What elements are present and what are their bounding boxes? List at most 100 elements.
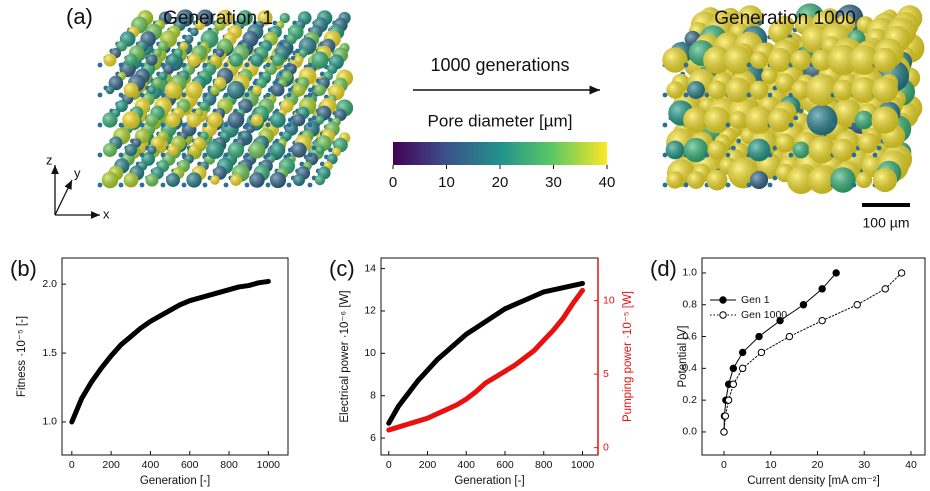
data-point <box>776 316 784 325</box>
colorbar-tick-label: 0 <box>389 174 397 191</box>
pore-shade <box>103 143 117 157</box>
arrow-label: 1000 generations <box>430 55 569 75</box>
pore-shade <box>184 34 194 44</box>
pore-shade <box>194 19 205 31</box>
pore-shade <box>747 138 771 162</box>
node <box>274 138 280 144</box>
node <box>97 182 103 188</box>
plot-frame <box>61 257 289 456</box>
pore-shade <box>199 101 210 111</box>
pore-shade <box>767 107 793 133</box>
pore-shade <box>210 175 220 185</box>
node <box>223 92 229 98</box>
pore-shade <box>281 70 293 82</box>
pore-shade <box>248 141 266 159</box>
data-point <box>881 285 889 293</box>
x-axis-label: Generation [-] <box>454 475 524 487</box>
pore-shade <box>227 81 245 99</box>
node <box>876 145 882 151</box>
pore-shade <box>749 170 769 190</box>
pore-shade <box>249 172 265 188</box>
y-tick-label: 2.0 <box>42 278 57 290</box>
node <box>662 152 668 158</box>
pore-shade <box>147 85 157 95</box>
data-point <box>799 301 808 309</box>
node <box>311 145 317 151</box>
x-tick-label: 200 <box>419 459 437 471</box>
pore-shade <box>729 111 747 129</box>
pore-lattices <box>97 3 925 195</box>
pore-shade <box>707 140 727 160</box>
pore-shade <box>157 40 169 52</box>
node <box>202 182 208 188</box>
pore-shade <box>827 44 859 76</box>
x-tick-label: 1000 <box>257 459 281 471</box>
pore-shade <box>808 166 836 194</box>
node <box>272 20 278 26</box>
node <box>181 62 187 68</box>
y-tick-label: 1.0 <box>682 267 697 279</box>
pore-shade <box>775 73 795 93</box>
plot-frame <box>701 257 926 456</box>
pore-shade <box>145 113 159 127</box>
node <box>265 62 271 68</box>
node <box>202 62 208 68</box>
x-axis-label: Current density [mA cm⁻²] <box>747 475 880 487</box>
node <box>97 62 103 68</box>
node <box>683 62 689 68</box>
pore-shade <box>164 81 182 99</box>
node <box>830 122 836 128</box>
pore-shade <box>292 113 306 127</box>
pore-shade <box>683 107 709 133</box>
node <box>767 92 773 98</box>
node <box>139 152 145 158</box>
pore-shade <box>749 80 769 100</box>
x-tick-label: 400 <box>142 459 160 471</box>
pore-shade <box>230 174 242 186</box>
pore-shade <box>703 106 731 134</box>
node <box>286 182 292 188</box>
node <box>97 122 103 128</box>
pore-shade <box>186 112 202 128</box>
pore-shade <box>279 12 291 24</box>
colorbar-tick-label: 40 <box>599 174 616 191</box>
pore-shade <box>292 83 306 97</box>
node <box>265 122 271 128</box>
x-tick-label: 600 <box>496 459 514 471</box>
pore-shade <box>871 106 899 134</box>
pore-shade <box>227 141 245 159</box>
y2-tick-label: 10 <box>603 294 615 306</box>
pore-shade <box>209 54 221 66</box>
node <box>202 152 208 158</box>
pore-shade <box>792 141 810 159</box>
colorbar-tick-label: 10 <box>438 174 455 191</box>
node <box>160 92 166 98</box>
series-line <box>69 278 271 425</box>
panel-label: (d) <box>650 256 677 281</box>
pore-shade <box>167 54 179 66</box>
pore-shade <box>767 47 793 73</box>
pore-shade <box>285 33 297 45</box>
node <box>244 62 250 68</box>
y-tick-label: 0.6 <box>682 330 697 342</box>
pore-shade <box>687 171 705 189</box>
panel-label: (a) <box>66 4 93 29</box>
pore-shade <box>830 167 856 193</box>
pore-shade <box>147 145 157 155</box>
pore-shade <box>124 143 138 157</box>
data-point <box>755 332 763 341</box>
pore-shade <box>163 63 175 75</box>
node <box>265 92 271 98</box>
node <box>798 108 804 114</box>
node <box>746 62 752 68</box>
x-tick-label: 800 <box>535 459 553 471</box>
pore-shade <box>206 141 224 159</box>
pore-shade <box>745 106 773 134</box>
data-point <box>818 316 826 325</box>
node <box>328 117 333 123</box>
pore-shade <box>185 81 203 99</box>
node <box>793 115 799 121</box>
pore-shade <box>683 137 709 163</box>
pore-shade <box>314 84 326 96</box>
pore-shade <box>207 112 223 128</box>
